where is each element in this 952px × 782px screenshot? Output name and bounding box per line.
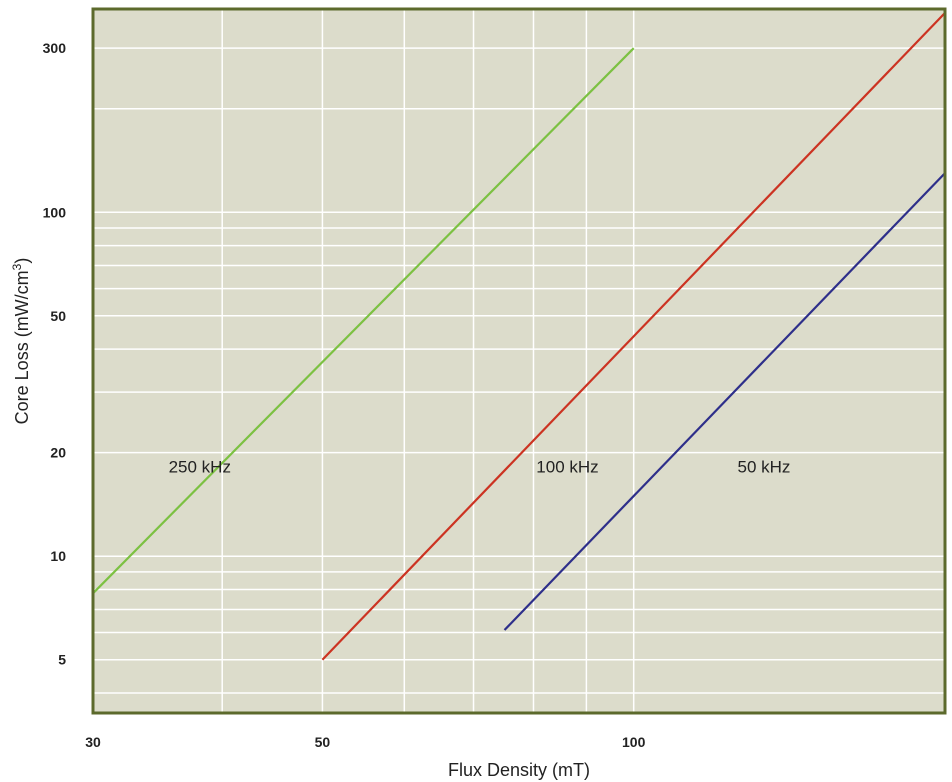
series-labels: 250 kHz 100 kHz 50 kHz [169,458,791,477]
y-tick-label-100: 100 [43,204,67,220]
series-lines [92,12,946,661]
y-tick-label-5: 5 [58,652,66,668]
plot-background [93,9,945,713]
x-tick-label-30: 30 [85,734,101,750]
series-line-250-khz [92,47,635,595]
y-tick-label-10: 10 [50,548,66,564]
y-axis-label-main: Core Loss (mW/cm [12,270,32,424]
series-label-100-khz: 100 kHz [536,458,598,477]
grid [93,9,946,713]
y-axis-label-superscript: 3 [10,263,24,270]
y-axis-label-suffix: ) [12,258,32,264]
series-line-50-khz [503,172,946,631]
series-line-100-khz [321,12,946,661]
series-label-50-khz: 50 kHz [737,458,790,477]
y-tick-labels: 5 10 20 50 100 300 [43,40,67,668]
y-axis-label: Core Loss (mW/cm3) [10,258,32,425]
x-axis-label: Flux Density (mT) [448,760,590,780]
y-tick-label-20: 20 [50,445,66,461]
x-tick-labels: 30 50 100 [85,734,645,750]
x-tick-label-50: 50 [315,734,331,750]
plot-frame [91,7,947,715]
y-tick-label-50: 50 [50,308,66,324]
x-tick-label-100: 100 [622,734,646,750]
y-tick-label-300: 300 [43,40,67,56]
series-label-250-khz: 250 kHz [169,458,231,477]
